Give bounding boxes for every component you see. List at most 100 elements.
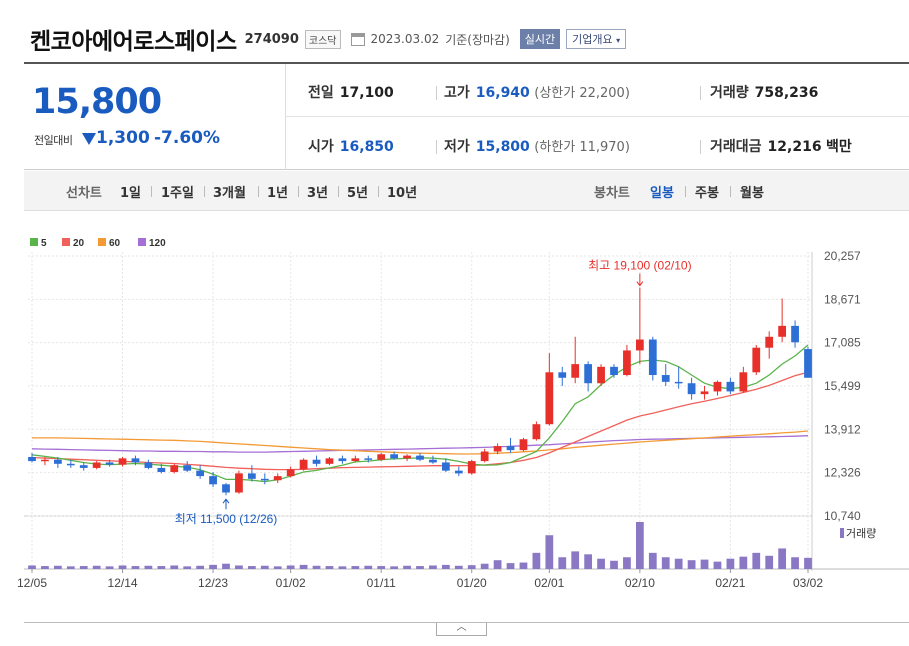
candle-body bbox=[260, 478, 269, 481]
ma-line-ma120 bbox=[31, 435, 809, 453]
candle-body bbox=[726, 381, 735, 392]
legend-swatch-ma20 bbox=[62, 238, 70, 246]
stock-code: 274090 bbox=[244, 31, 299, 47]
volume-bar bbox=[441, 564, 450, 569]
divider bbox=[298, 186, 299, 197]
period-monthly[interactable]: 월봉 bbox=[740, 186, 764, 201]
volume-bar bbox=[739, 556, 748, 569]
divider bbox=[700, 86, 701, 100]
company-overview-label: 기업개요 bbox=[572, 33, 613, 46]
period-5y[interactable]: 5년 bbox=[347, 186, 369, 201]
candle-body bbox=[454, 470, 463, 474]
calendar-icon bbox=[350, 32, 365, 46]
volume-bar bbox=[726, 558, 735, 569]
volume-bar bbox=[597, 558, 605, 569]
candle-body bbox=[286, 469, 295, 477]
volume-bar bbox=[635, 522, 644, 569]
candle-body bbox=[429, 459, 437, 463]
candle-body bbox=[713, 381, 722, 392]
volume-bar bbox=[196, 565, 205, 569]
candle-body bbox=[196, 470, 205, 477]
candle-body bbox=[299, 459, 308, 470]
prev-close-label: 전일 bbox=[308, 85, 334, 101]
candle-body bbox=[351, 458, 360, 462]
x-tick-label: 12/05 bbox=[17, 576, 47, 590]
period-bar: 선차트 1일 1주일 3개월 1년 3년 5년 10년 봉차트 일봉 주봉 월봉 bbox=[24, 171, 909, 211]
divider bbox=[378, 186, 379, 197]
candle-body bbox=[247, 473, 256, 479]
market-badge: 코스닥 bbox=[304, 29, 341, 49]
volume-bar bbox=[429, 565, 437, 569]
volume-bar bbox=[519, 562, 528, 569]
ma-line-ma20 bbox=[31, 371, 809, 471]
candle-body bbox=[623, 350, 631, 376]
change-value: 1,300 bbox=[96, 128, 150, 148]
company-name: 켄코아에어로스페이스 bbox=[30, 29, 237, 55]
divider bbox=[204, 186, 205, 197]
divider bbox=[258, 186, 259, 197]
divider bbox=[436, 86, 437, 100]
volume-bar bbox=[273, 566, 282, 569]
candle-body bbox=[467, 461, 476, 474]
change-percent: -7.60% bbox=[154, 128, 221, 148]
quote-basis: 기준(장마감) bbox=[445, 32, 510, 47]
volume-bar bbox=[571, 551, 580, 569]
x-tick-label: 03/02 bbox=[793, 576, 823, 590]
y-tick-label: 18,671 bbox=[824, 292, 861, 306]
volume-bar bbox=[338, 566, 347, 569]
period-3m[interactable]: 3개월 bbox=[213, 186, 246, 201]
company-overview-button[interactable]: 기업개요 ▾ bbox=[566, 29, 627, 49]
volume-bar bbox=[364, 565, 373, 569]
amount-label: 거래대금 bbox=[710, 139, 762, 155]
period-daily[interactable]: 일봉 bbox=[650, 186, 674, 201]
high-value: 16,940 bbox=[475, 85, 530, 101]
candle-body bbox=[765, 336, 774, 348]
candle-body bbox=[403, 455, 411, 459]
expand-chart-button[interactable]: ︿ bbox=[436, 623, 487, 636]
high-label: 고가 bbox=[444, 85, 470, 101]
candle-body bbox=[778, 325, 787, 337]
low-price: 저가 15,800 (하한가 11,970) bbox=[444, 136, 630, 156]
low-label: 저가 bbox=[444, 139, 470, 155]
period-3y[interactable]: 3년 bbox=[307, 186, 329, 201]
candle-body bbox=[377, 454, 386, 460]
period-weekly[interactable]: 주봉 bbox=[695, 186, 719, 201]
candle-body bbox=[804, 349, 812, 378]
candle-body bbox=[338, 458, 347, 462]
period-1w[interactable]: 1주일 bbox=[161, 186, 194, 201]
current-price: 15,800 bbox=[32, 82, 162, 122]
volume-bar bbox=[209, 564, 217, 569]
quote-panel: 15,800 전일대비 1,300 -7.60% 전일 17,100 고가 16,9… bbox=[24, 62, 909, 170]
volume-bar bbox=[390, 566, 399, 569]
low-arrow-head bbox=[222, 498, 230, 504]
volume-bar bbox=[558, 557, 567, 569]
legend-label-ma20: 20 bbox=[73, 238, 85, 249]
volume-bar bbox=[416, 566, 424, 569]
volume-bar bbox=[92, 565, 101, 569]
volume-bar bbox=[467, 565, 476, 569]
high-arrow-head bbox=[636, 281, 644, 287]
open-value: 16,850 bbox=[339, 139, 394, 155]
period-10y[interactable]: 10년 bbox=[387, 186, 418, 201]
period-1y[interactable]: 1년 bbox=[267, 186, 289, 201]
divider bbox=[151, 186, 152, 197]
period-1d[interactable]: 1일 bbox=[120, 186, 142, 201]
volume-bar bbox=[752, 552, 761, 569]
volume-bar bbox=[778, 548, 787, 569]
x-tick-label: 12/23 bbox=[198, 576, 228, 590]
candle-body bbox=[493, 446, 502, 452]
candle-body bbox=[105, 462, 114, 465]
volume-bar bbox=[183, 566, 192, 569]
volume-bar bbox=[648, 552, 657, 569]
candle-body bbox=[92, 462, 101, 468]
volume-bar bbox=[377, 566, 386, 569]
y-tick-label: 12,326 bbox=[824, 466, 861, 480]
high-annotation: 최고 19,100 (02/10) bbox=[588, 259, 691, 273]
x-tick-label: 01/20 bbox=[457, 576, 487, 590]
realtime-button[interactable]: 실시간 bbox=[519, 29, 561, 49]
candle-body bbox=[325, 458, 334, 464]
volume-bar bbox=[325, 566, 334, 569]
x-tick-label: 01/11 bbox=[367, 576, 396, 590]
candlestick-chart[interactable]: 20,257 18,671 17,085 15,499 13,912 12,326 10,7… bbox=[0, 212, 909, 622]
legend-swatch-ma120 bbox=[138, 238, 146, 246]
